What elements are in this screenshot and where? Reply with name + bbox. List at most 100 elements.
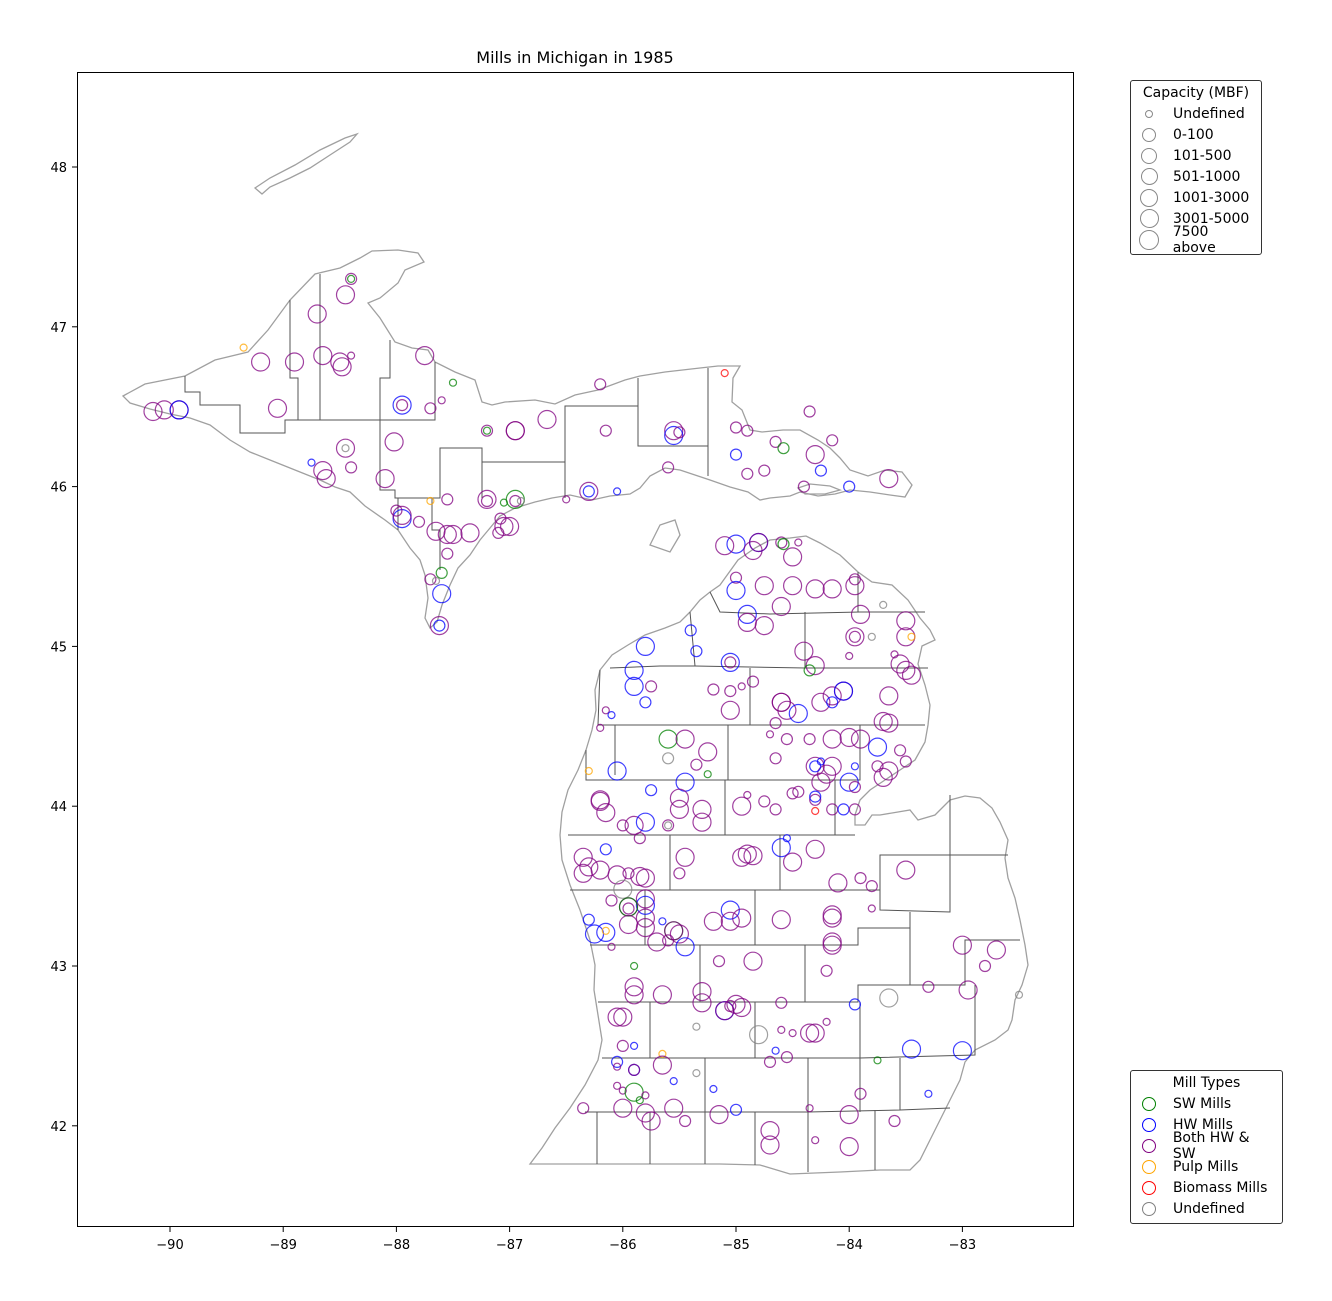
mill-marker [673, 867, 686, 880]
mill-marker [599, 424, 612, 437]
mill-marker [441, 493, 454, 506]
mill-marker [822, 579, 842, 599]
mill-marker [624, 985, 644, 1005]
circle-icon [1140, 168, 1158, 185]
mill-marker [850, 729, 871, 749]
mill-marker [448, 378, 458, 387]
mill-marker [661, 461, 675, 474]
mill-marker [758, 464, 771, 477]
mill-marker [712, 955, 726, 968]
mill-marker [641, 1111, 661, 1131]
mill-marker [375, 469, 395, 489]
mill-marker [347, 274, 356, 283]
mill-marker [826, 696, 839, 709]
x-tick-label: −83 [949, 1238, 976, 1253]
mill-type-label: HW Mills [1173, 1116, 1233, 1133]
mill-marker [805, 445, 825, 465]
mill-marker [460, 523, 480, 543]
circle-icon [1142, 1117, 1156, 1132]
mill-marker [579, 857, 599, 877]
mill-marker [392, 395, 412, 415]
mill-marker [251, 352, 271, 372]
mill-marker [782, 547, 803, 567]
mill-marker [782, 834, 792, 843]
mill-marker [661, 934, 675, 947]
mill-marker [412, 515, 426, 528]
mill-marker [760, 1120, 780, 1141]
mill-marker [771, 596, 791, 617]
capacity-label: 101-500 [1173, 147, 1232, 164]
mill-marker [341, 444, 350, 453]
mill-marker [848, 998, 862, 1011]
mill-marker [607, 1007, 627, 1027]
mill-marker [635, 908, 656, 928]
mill-marker [316, 469, 336, 489]
mill-marker [624, 676, 644, 697]
mill-marker [624, 977, 644, 997]
mill-marker [678, 1114, 692, 1128]
mill-marker [732, 796, 752, 816]
mill-marker [415, 346, 435, 366]
mill-marker [794, 538, 803, 547]
mill-marker [505, 421, 525, 441]
mill-marker [845, 651, 854, 661]
mill-type-label: Biomass Mills [1173, 1179, 1268, 1196]
mill-marker [792, 785, 805, 798]
mill-marker [607, 942, 616, 951]
mill-marker [839, 1104, 859, 1125]
mill-marker [390, 504, 403, 517]
mill-marker [432, 584, 452, 604]
mill-marker [850, 762, 860, 771]
mill-marker [577, 1102, 590, 1115]
mill-marker [771, 838, 791, 858]
mill-marker [788, 1028, 797, 1038]
capacity-legend-title: Capacity (MBF) [1142, 85, 1250, 101]
mill-marker [729, 1103, 743, 1116]
mill-marker [854, 871, 867, 885]
mill-marker [652, 985, 673, 1005]
mill-marker [777, 442, 790, 455]
mill-marker [782, 576, 803, 596]
y-tick-label: 48 [50, 161, 67, 176]
mill-marker [664, 425, 684, 446]
mill-marker [729, 571, 743, 584]
mill-marker [437, 524, 457, 545]
mill-marker [675, 847, 695, 867]
mill-marker [616, 819, 629, 832]
mill-marker [720, 900, 740, 920]
mill-marker [307, 458, 316, 467]
x-axis: −90 −89 −88 −87 −86 −85 −84 −83 [156, 1227, 976, 1253]
mill-marker [896, 860, 916, 880]
mill-marker [746, 675, 760, 688]
mill-marker [594, 378, 607, 391]
mill-marker [805, 756, 825, 776]
mill-marker [599, 843, 612, 856]
mill-marker [777, 537, 790, 551]
mill-marker [958, 980, 978, 1000]
mill-marker [893, 744, 907, 757]
mill-marker [845, 627, 865, 647]
mill-type-legend-item: HW Mills [1137, 1114, 1276, 1135]
mill-marker [720, 652, 740, 673]
mill-marker [865, 879, 878, 893]
mill-marker [658, 1049, 667, 1059]
mill-marker [690, 645, 703, 658]
mill-marker [822, 905, 842, 925]
capacity-label: 3001-5000 [1173, 210, 1250, 227]
mill-marker [669, 924, 690, 944]
circle-icon [1141, 1138, 1156, 1153]
mill-marker [826, 434, 839, 447]
mill-marker [424, 573, 437, 586]
state-outline [121, 132, 1029, 1175]
mill-marker [890, 654, 910, 674]
mill-marker [848, 630, 862, 643]
mill-marker [833, 681, 854, 701]
mill-marker [426, 496, 435, 506]
mill-marker [435, 566, 448, 580]
mill-marker [607, 761, 627, 781]
mill-marker [780, 732, 794, 746]
mill-marker [384, 432, 404, 452]
circle-icon [1138, 229, 1159, 250]
mill-marker [822, 1017, 831, 1027]
mill-marker [154, 400, 174, 420]
